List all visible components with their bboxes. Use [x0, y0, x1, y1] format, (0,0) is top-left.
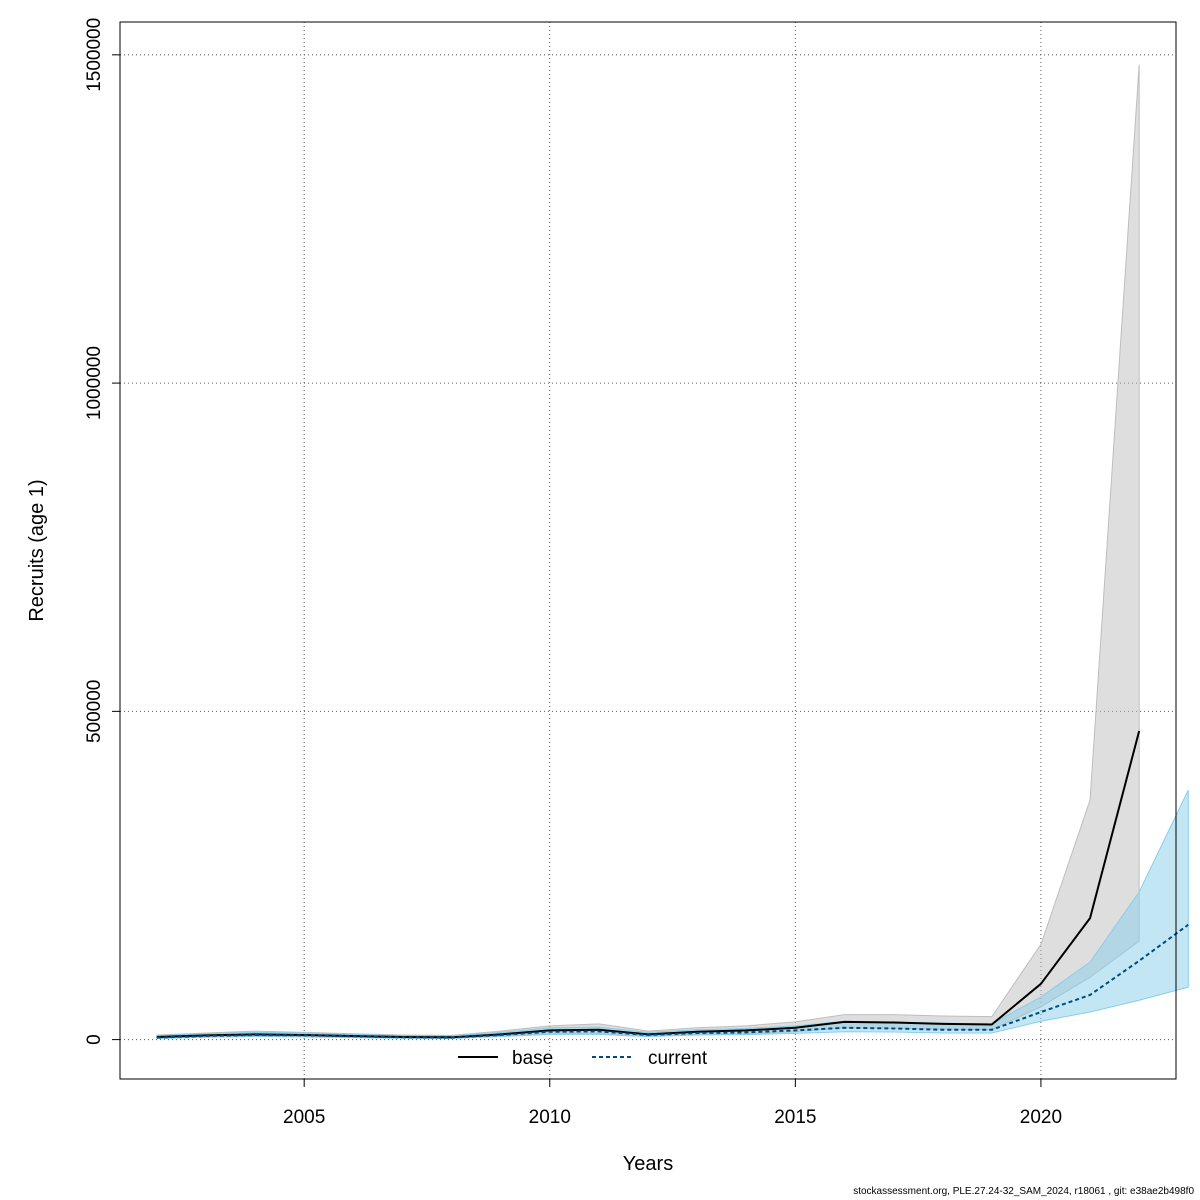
- legend: base current: [458, 1048, 708, 1069]
- footer-source-text: stockassessment.org, PLE.27.24-32_SAM_20…: [853, 1186, 1194, 1197]
- legend-label-base: base: [512, 1048, 553, 1069]
- x-tick-label-2010: 2010: [529, 1107, 571, 1128]
- x-tick-label-2020: 2020: [1020, 1107, 1062, 1128]
- x-axis: 2005 2010 2015 2020: [283, 1079, 1062, 1128]
- y-axis-label: Recruits (age 1): [26, 479, 48, 621]
- grid: [120, 22, 1176, 1079]
- y-tick-label-500000: 500000: [84, 680, 105, 743]
- x-tick-label-2005: 2005: [283, 1107, 325, 1128]
- legend-label-current: current: [648, 1048, 708, 1069]
- series-lines: [156, 730, 1189, 1039]
- y-tick-label-1000000: 1000000: [84, 346, 105, 420]
- y-tick-label-1500000: 1500000: [84, 18, 105, 92]
- x-axis-label: Years: [623, 1153, 673, 1175]
- plot-frame: [119, 21, 1177, 1080]
- line-current: [156, 923, 1189, 1039]
- band-current: [156, 789, 1189, 1040]
- y-tick-label-0: 0: [84, 1034, 105, 1045]
- y-axis: 0 500000 1000000 1500000: [84, 18, 120, 1045]
- x-tick-label-2015: 2015: [774, 1107, 816, 1128]
